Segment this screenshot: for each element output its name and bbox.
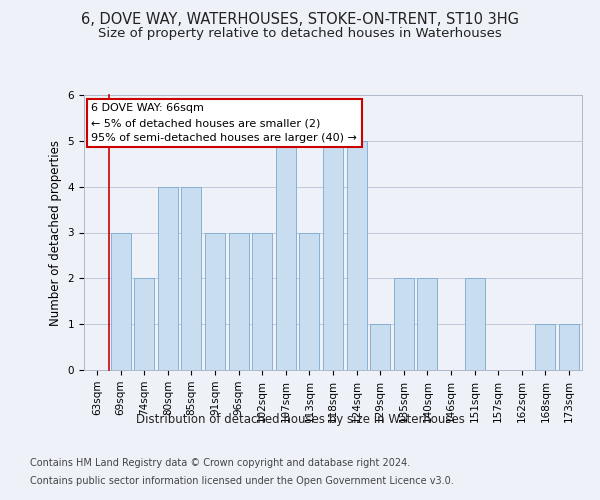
Text: Contains public sector information licensed under the Open Government Licence v3: Contains public sector information licen… xyxy=(30,476,454,486)
Bar xyxy=(299,232,319,370)
Bar xyxy=(134,278,154,370)
Bar xyxy=(158,186,178,370)
Bar xyxy=(464,278,485,370)
Text: Contains HM Land Registry data © Crown copyright and database right 2024.: Contains HM Land Registry data © Crown c… xyxy=(30,458,410,468)
Text: 6, DOVE WAY, WATERHOUSES, STOKE-ON-TRENT, ST10 3HG: 6, DOVE WAY, WATERHOUSES, STOKE-ON-TRENT… xyxy=(81,12,519,28)
Y-axis label: Number of detached properties: Number of detached properties xyxy=(49,140,62,326)
Bar xyxy=(394,278,414,370)
Bar xyxy=(205,232,225,370)
Bar xyxy=(323,141,343,370)
Bar xyxy=(535,324,556,370)
Bar xyxy=(229,232,248,370)
Bar xyxy=(418,278,437,370)
Text: 6 DOVE WAY: 66sqm
← 5% of detached houses are smaller (2)
95% of semi-detached h: 6 DOVE WAY: 66sqm ← 5% of detached house… xyxy=(91,104,358,143)
Text: Distribution of detached houses by size in Waterhouses: Distribution of detached houses by size … xyxy=(136,412,464,426)
Bar xyxy=(181,186,202,370)
Bar xyxy=(559,324,579,370)
Bar xyxy=(370,324,390,370)
Bar xyxy=(252,232,272,370)
Bar xyxy=(347,141,367,370)
Bar xyxy=(110,232,131,370)
Text: Size of property relative to detached houses in Waterhouses: Size of property relative to detached ho… xyxy=(98,28,502,40)
Bar xyxy=(276,141,296,370)
